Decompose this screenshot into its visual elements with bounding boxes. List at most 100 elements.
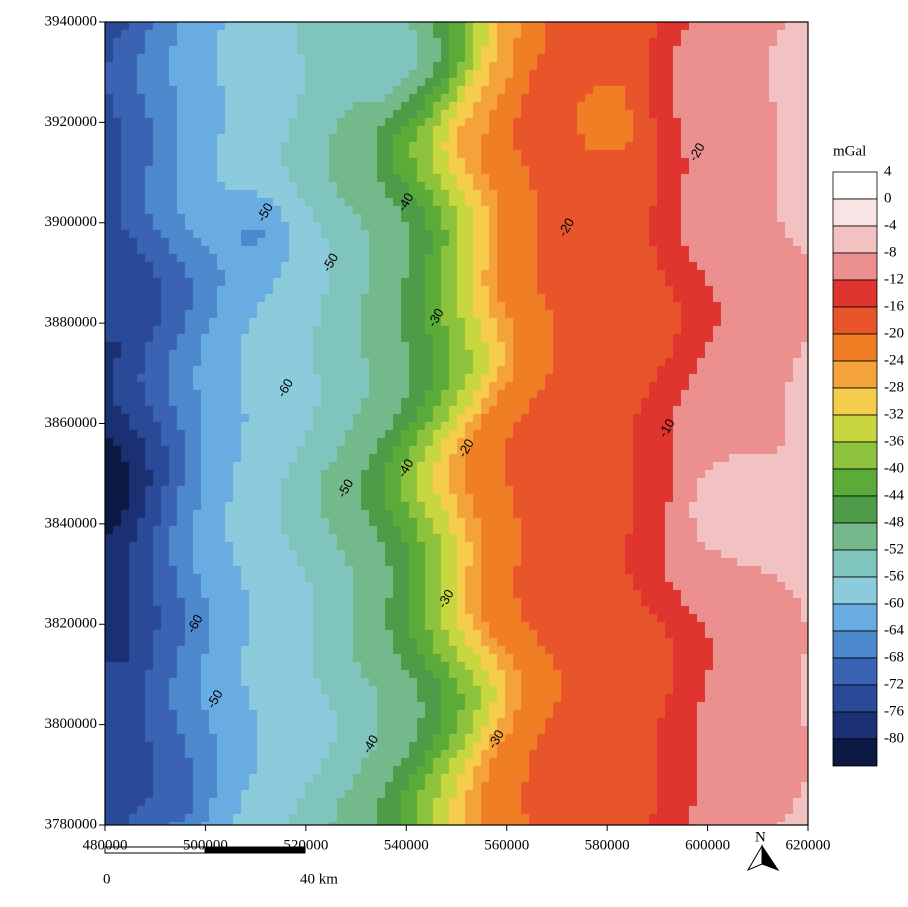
contour-cell bbox=[665, 374, 674, 383]
contour-cell bbox=[545, 286, 554, 295]
contour-cell bbox=[601, 86, 610, 95]
contour-cell bbox=[793, 454, 802, 463]
contour-cell bbox=[721, 166, 730, 175]
contour-cell bbox=[777, 30, 786, 39]
contour-cell bbox=[609, 390, 618, 399]
contour-cell bbox=[249, 390, 258, 399]
contour-cell bbox=[673, 110, 682, 119]
contour-cell bbox=[729, 294, 738, 303]
contour-cell bbox=[417, 142, 426, 151]
contour-cell bbox=[193, 406, 202, 415]
contour-cell bbox=[313, 302, 322, 311]
contour-cell bbox=[705, 406, 714, 415]
contour-cell bbox=[321, 454, 330, 463]
contour-cell bbox=[489, 86, 498, 95]
contour-cell bbox=[281, 414, 290, 423]
contour-cell bbox=[145, 302, 154, 311]
contour-cell bbox=[745, 262, 754, 271]
contour-cell bbox=[377, 174, 386, 183]
contour-cell bbox=[433, 334, 442, 343]
contour-cell bbox=[129, 262, 138, 271]
contour-cell bbox=[257, 446, 266, 455]
contour-cell bbox=[209, 278, 218, 287]
contour-cell bbox=[617, 222, 626, 231]
contour-cell bbox=[385, 358, 394, 367]
contour-cell bbox=[249, 70, 258, 79]
contour-cell bbox=[153, 462, 162, 471]
contour-cell bbox=[297, 30, 306, 39]
contour-cell bbox=[105, 134, 114, 143]
contour-cell bbox=[505, 278, 514, 287]
contour-cell bbox=[129, 390, 138, 399]
contour-cell bbox=[289, 22, 298, 31]
contour-cell bbox=[793, 366, 802, 375]
contour-cell bbox=[137, 118, 146, 127]
contour-cell bbox=[745, 238, 754, 247]
contour-cell bbox=[249, 246, 258, 255]
contour-cell bbox=[689, 438, 698, 447]
contour-cell bbox=[505, 190, 514, 199]
contour-cell bbox=[745, 382, 754, 391]
contour-cell bbox=[793, 422, 802, 431]
contour-cell bbox=[777, 262, 786, 271]
contour-cell bbox=[617, 446, 626, 455]
contour-cell bbox=[553, 206, 562, 215]
contour-cell bbox=[273, 38, 282, 47]
contour-cell bbox=[337, 318, 346, 327]
contour-cell bbox=[409, 254, 418, 263]
contour-cell bbox=[177, 86, 186, 95]
contour-cell bbox=[729, 366, 738, 375]
contour-cell bbox=[169, 446, 178, 455]
contour-cell bbox=[785, 110, 794, 119]
contour-cell bbox=[641, 230, 650, 239]
contour-cell bbox=[137, 150, 146, 159]
contour-cell bbox=[745, 54, 754, 63]
contour-cell bbox=[729, 126, 738, 135]
contour-cell bbox=[457, 366, 466, 375]
contour-cell bbox=[553, 350, 562, 359]
contour-cell bbox=[545, 230, 554, 239]
contour-cell bbox=[745, 294, 754, 303]
contour-cell bbox=[489, 422, 498, 431]
contour-cell bbox=[265, 118, 274, 127]
contour-cell bbox=[281, 406, 290, 415]
contour-cell bbox=[777, 102, 786, 111]
contour-cell bbox=[345, 262, 354, 271]
contour-cell bbox=[249, 446, 258, 455]
contour-cell bbox=[113, 238, 122, 247]
contour-cell bbox=[113, 310, 122, 319]
contour-cell bbox=[625, 326, 634, 335]
contour-cell bbox=[737, 174, 746, 183]
contour-cell bbox=[177, 230, 186, 239]
contour-cell bbox=[425, 366, 434, 375]
contour-cell bbox=[697, 270, 706, 279]
contour-cell bbox=[161, 86, 170, 95]
contour-cell bbox=[281, 126, 290, 135]
contour-cell bbox=[529, 126, 538, 135]
contour-cell bbox=[169, 342, 178, 351]
contour-cell bbox=[417, 110, 426, 119]
contour-cell bbox=[313, 294, 322, 303]
contour-cell bbox=[561, 382, 570, 391]
contour-cell bbox=[297, 246, 306, 255]
contour-cell bbox=[633, 262, 642, 271]
contour-cell bbox=[689, 414, 698, 423]
contour-cell bbox=[753, 302, 762, 311]
contour-cell bbox=[793, 182, 802, 191]
contour-cell bbox=[353, 454, 362, 463]
contour-cell bbox=[601, 462, 610, 471]
contour-cell bbox=[529, 390, 538, 399]
contour-cell bbox=[393, 270, 402, 279]
contour-cell bbox=[161, 270, 170, 279]
contour-cell bbox=[393, 414, 402, 423]
contour-cell bbox=[457, 198, 466, 207]
contour-cell bbox=[689, 198, 698, 207]
contour-cell bbox=[545, 142, 554, 151]
contour-cell bbox=[449, 278, 458, 287]
contour-cell bbox=[313, 182, 322, 191]
contour-cell bbox=[201, 118, 210, 127]
contour-cell bbox=[225, 22, 234, 31]
contour-cell bbox=[481, 142, 490, 151]
contour-cell bbox=[689, 190, 698, 199]
contour-cell bbox=[185, 94, 194, 103]
